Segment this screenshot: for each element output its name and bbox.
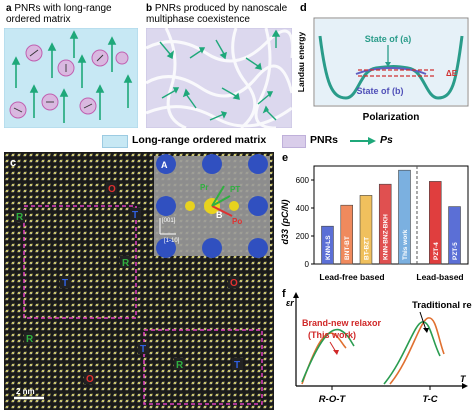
y-tick-label-400: 400 (296, 204, 310, 213)
bar-label-knn-ls: KNN-LS (325, 235, 332, 260)
scale-bar-label: 2 nm (16, 387, 35, 396)
brand-new-relaxor-label: Brand-new relaxor (302, 318, 382, 328)
group-lead-based-label: Lead-based (416, 272, 463, 282)
panel-a-illustration (4, 28, 138, 128)
legend-ps-arrow-icon (350, 137, 376, 145)
legend: Long-range ordered matrix PNRs Ps (14, 134, 472, 148)
this-work-label: (This work) (308, 330, 356, 340)
inset-label-pt: PT (230, 185, 240, 194)
panel-b-title: b PNRs produced by nanoscale multiphase … (146, 3, 306, 25)
inset-label-pr: Pr (200, 183, 208, 192)
panel-d-energy-plot: Landau energy Polarization State of (a) … (296, 17, 469, 123)
panel-c-micrograph: c A B Pr Po PT [001] [1-10] O R T R T O … (4, 152, 274, 410)
bar-knn-bnz-bkh (378, 183, 392, 265)
panel-f-permittivity-plot: εr T Traditional relaxor Brand-new relax… (286, 292, 472, 405)
inset-label-b: B (216, 210, 223, 220)
inset-dir-1-10: [1-10] (164, 238, 180, 244)
panel-f-xlabel: T (460, 374, 467, 384)
bar-pzt-5 (448, 206, 461, 265)
energy-curve-state-a (318, 35, 464, 100)
panel-e-bars: KNN-LS BNT-BT BT-BZT KNN-BNZ-BKH This work PZ… (321, 169, 461, 265)
panel-d-xlabel: Polarization (363, 112, 420, 123)
panel-e-ylabel: d33 (pC/N) (280, 199, 290, 244)
marker-r-4: R (176, 360, 184, 371)
panel-a-letter: a (6, 3, 12, 14)
bar-pzt-4 (429, 181, 442, 265)
marker-o-2: O (230, 278, 238, 289)
tc-label: T-C (422, 394, 437, 405)
state-a-label: State of (a) (365, 34, 412, 44)
marker-r-2: R (122, 258, 130, 269)
bar-this-work (398, 169, 411, 265)
inset-label-a: A (161, 160, 168, 170)
legend-matrix-swatch (102, 135, 128, 148)
bar-knn-ls (321, 225, 334, 265)
panel-f-letter: f (282, 288, 286, 300)
curve-brand-new-orange (301, 332, 347, 385)
delta-e-label: ΔE (446, 69, 458, 78)
y-tick-label-200: 200 (296, 232, 310, 241)
bar-bt-bzt (359, 195, 373, 265)
panel-d-ylabel: Landau energy (296, 32, 306, 93)
marker-t-1: T (132, 210, 138, 221)
bar-label-bnt-bt: BNT-BT (344, 236, 351, 260)
legend-pnrs-label: PNRs (310, 134, 339, 146)
state-b-label: State of (b) (357, 86, 404, 96)
marker-o-3: O (86, 374, 94, 385)
legend-matrix-label: Long-range ordered matrix (132, 134, 267, 146)
marker-o-1: O (108, 184, 116, 195)
bar-label-pzt-5: PZT-5 (452, 242, 459, 260)
legend-pnrs-swatch (282, 135, 306, 148)
y-tick-label-0: 0 (305, 260, 310, 269)
marker-r-1: R (16, 212, 24, 223)
phase-markers: O R T R T O R T R O T (14, 182, 243, 385)
bar-bnt-bt (340, 204, 353, 265)
panel-b-illustration (146, 28, 292, 128)
rot-label: R-O-T (319, 394, 347, 405)
energy-curve-state-b (355, 66, 427, 75)
panel-a-title: a PNRs with long-range ordered matrix (6, 3, 146, 25)
panel-f-ylabel: εr (286, 298, 294, 308)
panel-e-letter: e (282, 152, 289, 164)
curve-brand-new-green (301, 328, 355, 383)
panel-d-letter: d (300, 2, 307, 14)
inset-dir-001: [001] (162, 218, 176, 224)
marker-t-3: T (140, 344, 146, 355)
legend-ps-label: Ps (380, 134, 393, 146)
panel-b-title-text: PNRs produced by nanoscale multiphase co… (146, 3, 288, 25)
group-lead-free-label: Lead-free based (319, 272, 384, 282)
panel-b-letter: b (146, 3, 153, 14)
bar-label-knn-bnz-bkh: KNN-BNZ-BKH (383, 214, 390, 260)
marker-t-4: T (234, 360, 240, 371)
bar-label-pzt-4: PZT-4 (433, 242, 440, 260)
marker-r-3: R (26, 334, 34, 345)
panel-c-inset: A B Pr Po PT [001] [1-10] (154, 154, 270, 258)
panel-e-bar-chart: d33 (pC/N) 0 200 400 600 KNN-LS BNT-BT BT-BZT… (280, 165, 469, 282)
y-tick-label-600: 600 (296, 176, 310, 185)
inset-label-po: Po (232, 217, 242, 226)
panel-c-letter: c (10, 157, 16, 169)
panel-a-title-text: PNRs with long-range ordered matrix (6, 3, 112, 25)
traditional-relaxor-label: Traditional relaxor (412, 300, 472, 311)
bar-label-this-work: This work (402, 229, 409, 260)
curve-traditional-orange (389, 317, 445, 385)
marker-t-2: T (62, 278, 68, 289)
bar-label-bt-bzt: BT-BZT (363, 237, 370, 260)
curve-traditional-green (383, 321, 441, 385)
